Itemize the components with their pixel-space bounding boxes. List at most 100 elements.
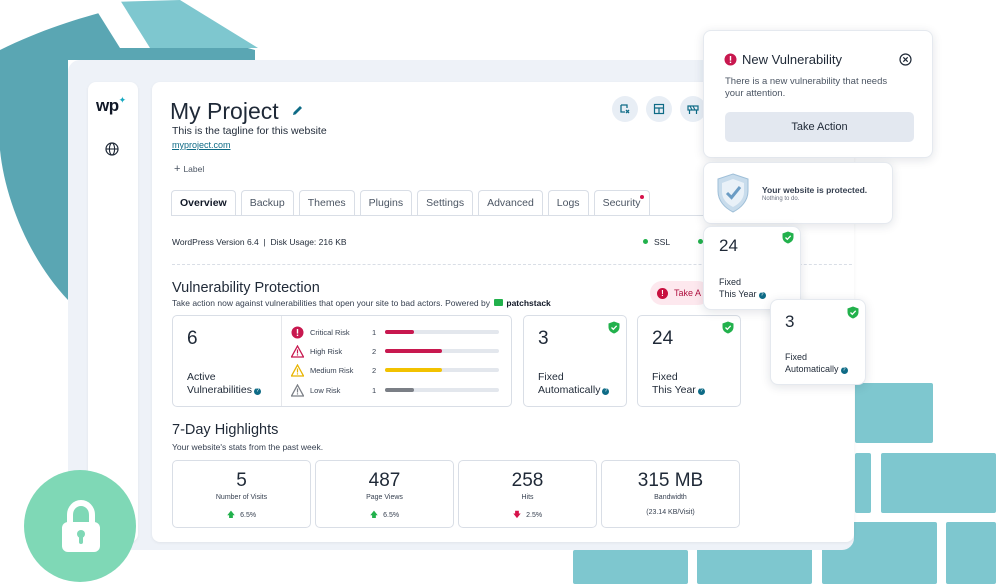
popup-title: New Vulnerability: [742, 52, 842, 67]
tab-divider: [171, 215, 854, 216]
shield-check-icon: [782, 231, 794, 244]
protected-title: Your website is protected.: [762, 185, 868, 195]
background-shield-icon: [0, 0, 258, 300]
lock-badge: [24, 470, 136, 582]
active-count: 6: [187, 328, 198, 349]
critical-risk-icon: [291, 326, 304, 338]
new-vulnerability-popup: New Vulnerability There is a new vulnera…: [703, 30, 933, 158]
fixed-automatically-card: 3 Fixed Automatically?: [523, 315, 627, 407]
trend-up: 🡅 6.5%: [369, 510, 400, 519]
info-icon[interactable]: ?: [840, 367, 848, 374]
site-meta: WordPress Version 6.4 | Disk Usage: 216 …: [172, 237, 347, 247]
shield-check-icon: [717, 173, 749, 213]
status-dot: [698, 239, 703, 244]
take-action-button[interactable]: Take Action: [725, 112, 914, 142]
alert-icon: !: [657, 287, 668, 299]
divider: [172, 264, 854, 265]
risk-bar-fill: [385, 368, 442, 372]
fixed-auto-label: Fixed Automatically?: [785, 352, 848, 374]
risk-row-high: High Risk 2: [291, 344, 499, 358]
active-vulnerabilities-card: 6 Active Vulnerabilities? Critical Risk 1…: [172, 315, 512, 407]
risk-bar: [385, 330, 499, 334]
trend-up: 🡅 6.5%: [226, 510, 257, 519]
patchstack-logo-icon: [494, 299, 504, 306]
project-panel: My Project This is the tagline for this …: [152, 82, 854, 542]
stat-card-bandwidth: 315 MB Bandwidth (23.14 KB/Visit): [601, 460, 740, 528]
tab-backup[interactable]: Backup: [240, 190, 294, 215]
vulnerability-subtitle: Take action now against vulnerabilities …: [172, 298, 551, 308]
maintenance-icon[interactable]: [680, 96, 706, 122]
fixed-this-year-card: 24 Fixed This Year?: [637, 315, 741, 407]
shield-check-icon: [847, 306, 859, 319]
close-icon[interactable]: [899, 53, 912, 66]
plus-icon: +: [174, 163, 181, 175]
info-icon[interactable]: ?: [253, 388, 261, 395]
arrow-down-icon: 🡇: [512, 510, 522, 519]
tab-advanced[interactable]: Advanced: [478, 190, 543, 215]
stat-card-page-views: 487 Page Views 🡅 6.5%: [315, 460, 454, 528]
risk-row-medium: Medium Risk 2: [291, 363, 499, 377]
arrow-up-icon: 🡅: [226, 510, 236, 519]
shield-check-icon: [722, 321, 734, 334]
fixed-year-count: 24: [652, 328, 674, 349]
card-divider: [281, 316, 282, 406]
high-risk-icon: [291, 344, 304, 358]
highlights-subtitle: Your website's stats from the past week.: [172, 442, 324, 452]
sidebar: wp✦: [88, 82, 138, 542]
edit-pencil-icon[interactable]: [291, 104, 304, 117]
arrow-up-icon: 🡅: [369, 510, 379, 519]
tab-bar: Overview Backup Themes Plugins Settings …: [171, 190, 650, 215]
stat-card-visits: 5 Number of Visits 🡅 6.5%: [172, 460, 311, 528]
tab-settings[interactable]: Settings: [417, 190, 474, 215]
globe-icon[interactable]: [105, 142, 119, 156]
fixed-year-label: Fixed This Year?: [652, 371, 705, 396]
popup-body: There is a new vulnerability that needs …: [725, 76, 888, 99]
tab-logs[interactable]: Logs: [547, 190, 589, 215]
tab-security[interactable]: Security: [593, 190, 650, 215]
wp-logo[interactable]: wp✦: [96, 95, 126, 115]
risk-bar-fill: [385, 388, 414, 392]
shield-check-icon: [608, 321, 620, 334]
risk-bar: [385, 388, 499, 392]
status-dot: [643, 239, 648, 244]
info-icon[interactable]: ?: [758, 292, 766, 299]
fixed-auto-label: Fixed Automatically?: [538, 371, 610, 396]
tab-themes[interactable]: Themes: [298, 190, 355, 215]
notification-dot: [639, 195, 644, 199]
risk-bar-fill: [385, 349, 442, 353]
take-action-pill[interactable]: ! Take A: [650, 281, 710, 305]
medium-risk-icon: [291, 363, 304, 377]
layout-icon[interactable]: [646, 96, 672, 122]
alert-icon: [724, 53, 737, 66]
add-label-button[interactable]: + Label: [174, 163, 205, 175]
risk-row-low: Low Risk 1: [291, 383, 499, 397]
floating-fixed-this-year-card: 24 Fixed This Year?: [703, 226, 801, 310]
tab-overview[interactable]: Overview: [171, 190, 236, 215]
risk-row-critical: Critical Risk 1: [291, 325, 499, 339]
risk-bar: [385, 349, 499, 353]
highlights-title: 7-Day Highlights: [172, 422, 279, 438]
fixed-auto-count: 3: [538, 328, 549, 349]
risk-bar: [385, 368, 499, 372]
fixed-year-count: 24: [719, 236, 738, 255]
lock-icon: [62, 500, 100, 552]
protected-popup: Your website is protected. Nothing to do…: [703, 162, 893, 224]
info-icon[interactable]: ?: [602, 388, 610, 395]
stat-card-hits: 258 Hits 🡇 2.5%: [458, 460, 597, 528]
protected-subtitle: Nothing to do.: [762, 196, 800, 202]
info-icon[interactable]: ?: [697, 388, 705, 395]
low-risk-icon: [291, 383, 304, 397]
trend-down: 🡇 2.5%: [512, 510, 543, 519]
tab-plugins[interactable]: Plugins: [359, 190, 413, 215]
risk-bar-fill: [385, 330, 414, 334]
floating-fixed-automatically-card: 3 Fixed Automatically?: [770, 299, 866, 385]
site-url-link[interactable]: myproject.com: [172, 140, 231, 150]
staging-icon[interactable]: [612, 96, 638, 122]
page-title: My Project: [170, 98, 304, 125]
fixed-auto-count: 3: [785, 312, 795, 331]
ssl-status: SSL: [643, 237, 670, 247]
tagline: This is the tagline for this website: [172, 125, 327, 137]
active-label: Active Vulnerabilities?: [187, 371, 261, 396]
vulnerability-title: Vulnerability Protection: [172, 280, 320, 296]
fixed-year-label: Fixed This Year?: [719, 277, 766, 299]
